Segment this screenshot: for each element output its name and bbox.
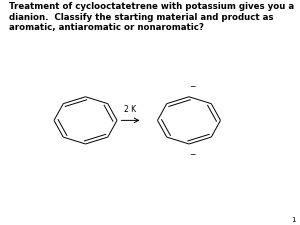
Text: −: − (189, 82, 195, 91)
Text: 2 K: 2 K (124, 105, 136, 114)
Text: Treatment of cyclooctatetrene with potassium gives you a
dianion.  Classify the : Treatment of cyclooctatetrene with potas… (9, 2, 294, 32)
Text: 1: 1 (291, 217, 296, 223)
Text: −: − (189, 150, 195, 159)
